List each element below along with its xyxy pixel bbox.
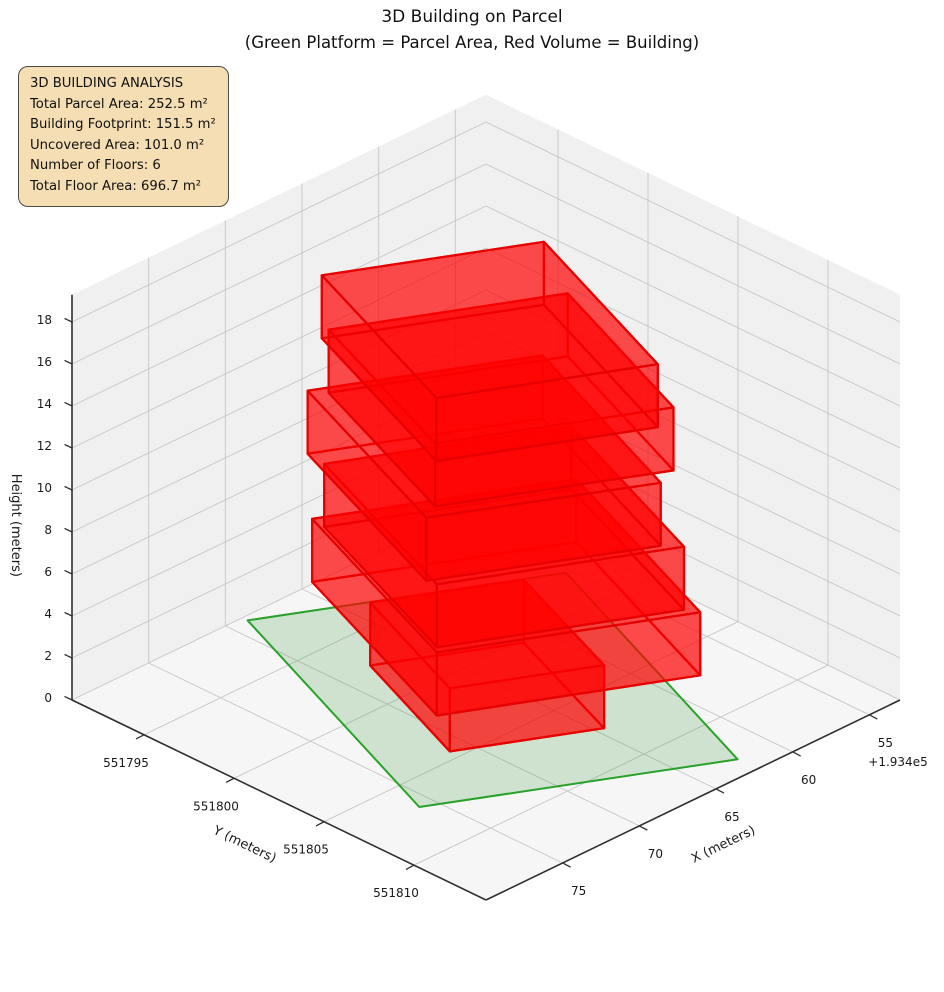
y-tick-label: 551805 [283, 843, 329, 857]
z-tick-label: 10 [37, 481, 52, 495]
building-floor-6-wall [435, 363, 659, 463]
z-tick-label: 14 [37, 397, 52, 411]
x-tick-mark [562, 862, 571, 868]
z-tick-label: 6 [44, 565, 52, 579]
y-tick-label: 551795 [103, 756, 149, 770]
z-tick-mark [64, 653, 73, 659]
pane-left-wall [72, 94, 486, 700]
z-gridline-left-wall [71, 121, 487, 323]
z-tick-label: 12 [37, 439, 52, 453]
y-tick-label: 551810 [373, 886, 419, 900]
x-gridline-floor [148, 662, 563, 864]
z-tick-mark [64, 695, 73, 701]
building-floor-1-wall [448, 664, 606, 753]
z-gridline-right-wall [485, 247, 901, 449]
y-axis-line [71, 699, 487, 901]
z-tick-mark [64, 401, 73, 407]
z-tick-label: 8 [44, 523, 52, 537]
analysis-line: Building Footprint: 151.5 m² [30, 117, 216, 133]
y-tick-label: 551800 [193, 799, 239, 813]
z-gridline-right-wall [485, 415, 901, 617]
building-floor-5-wall [434, 406, 675, 508]
z-gridline-right-wall [485, 205, 901, 407]
y-tick-mark [405, 864, 415, 870]
z-gridline-left-wall [71, 499, 487, 701]
x-gridline-floor [225, 625, 640, 827]
analysis-line: Total Floor Area: 696.7 m² [30, 178, 202, 194]
y-tick-mark [225, 777, 235, 784]
x-axis-title: X (meters) [689, 823, 758, 867]
z-tick-mark [64, 527, 73, 533]
analysis-line: Number of Floors: 6 [30, 158, 161, 174]
x-tick-label: 65 [724, 810, 739, 824]
z-tick-label: 4 [44, 607, 52, 621]
x-gridline-floor [455, 514, 870, 716]
analysis-line: 3D BUILDING ANALYSIS [30, 76, 184, 91]
z-axis-title: Height (meters) [8, 474, 23, 577]
z-tick-mark [64, 569, 73, 575]
x-tick-label: 60 [801, 773, 816, 787]
z-tick-label: 18 [37, 313, 52, 327]
z-tick-mark [64, 317, 73, 323]
z-tick-mark [64, 485, 73, 491]
x-axis-line [485, 699, 901, 901]
x-tick-label: 70 [648, 847, 663, 861]
y-gridline-floor [143, 534, 559, 736]
analysis-line: Uncovered Area: 101.0 m² [30, 137, 205, 153]
pane-right-wall [486, 94, 900, 700]
page-title: 3D Building on Parcel [381, 7, 563, 27]
z-tick-label: 16 [37, 355, 52, 369]
building-floor-4-wall [425, 481, 662, 582]
y-axis-title: Y (meters) [210, 823, 279, 867]
analysis-annotation-box: 3D BUILDING ANALYSIS Total Parcel Area: 2… [18, 66, 229, 207]
x-tick-label: 55 [878, 736, 893, 750]
x-tick-mark [869, 714, 878, 720]
z-gridline-left-wall [71, 205, 487, 407]
y-tick-mark [315, 821, 325, 827]
x-gridline-floor [378, 551, 793, 753]
z-gridline-left-wall [71, 163, 487, 365]
z-tick-mark [64, 359, 73, 365]
analysis-line: Total Parcel Area: 252.5 m² [30, 96, 208, 112]
x-tick-label: 75 [571, 884, 586, 898]
z-tick-mark [64, 443, 73, 449]
z-gridline-left-wall [71, 247, 487, 449]
building-floor-3-wall [435, 545, 686, 649]
z-tick-label: 2 [44, 649, 52, 663]
y-gridline-floor [323, 621, 739, 823]
z-tick-mark [64, 611, 73, 617]
z-gridline-right-wall [485, 289, 901, 491]
x-tick-mark [639, 825, 648, 831]
z-gridline-right-wall [485, 163, 901, 365]
z-gridline-right-wall [485, 499, 901, 701]
z-gridline-left-wall [71, 331, 487, 533]
z-gridline-left-wall [71, 457, 487, 659]
x-tick-mark [715, 788, 725, 794]
z-tick-label: 0 [44, 691, 52, 705]
z-gridline-right-wall [485, 373, 901, 575]
z-gridline-right-wall [485, 331, 901, 533]
z-gridline-left-wall [71, 373, 487, 575]
page-subtitle: (Green Platform = Parcel Area, Red Volum… [244, 33, 700, 52]
y-tick-mark [135, 734, 145, 740]
y-gridline-floor [413, 664, 829, 866]
building-floor-2-wall [435, 611, 702, 717]
z-gridline-right-wall [485, 121, 901, 323]
x-tick-mark [792, 751, 801, 757]
x-axis-offset-text: +1.934e5 [868, 755, 927, 769]
